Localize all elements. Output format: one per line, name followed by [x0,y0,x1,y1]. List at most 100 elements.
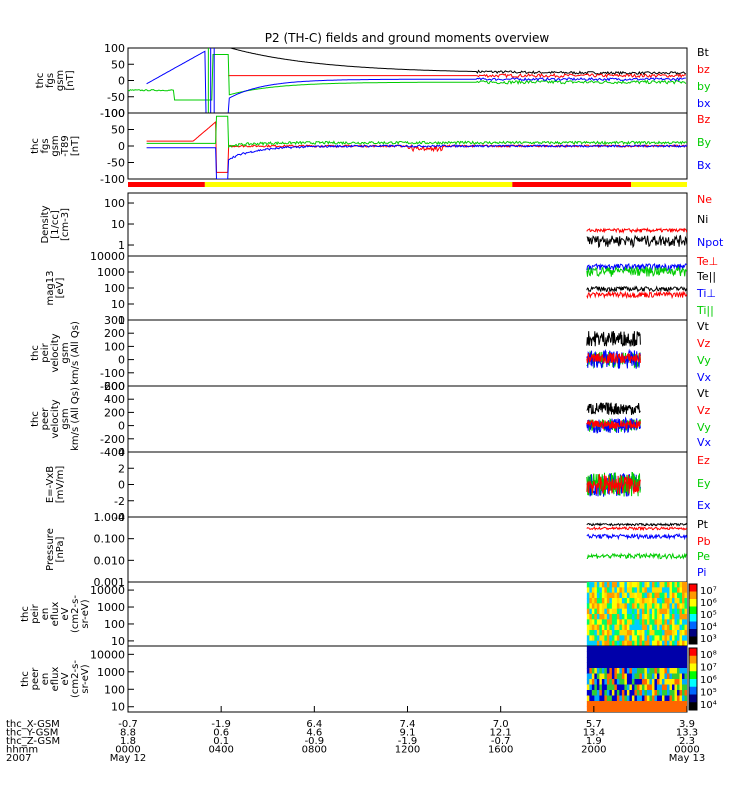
heatmap-cell [664,701,668,707]
colorbar-segment [689,694,697,703]
heatmap-cell [629,701,633,707]
legend-entry: Vx [697,436,712,449]
heatmap-cell [669,646,673,652]
colorbar-segment [689,614,697,622]
traces-density [586,227,687,249]
x-row-label: thc_X-GSM [6,719,60,730]
heatmap-cell [629,619,633,626]
heatmap-cell [656,614,660,620]
heatmap-cell [609,640,613,646]
heatmap-cell [606,673,610,680]
heatmap-cell [681,587,685,594]
heatmap-cell [681,619,685,626]
heatmap-cell [596,582,600,588]
heatmap-cell [589,587,593,594]
heatmap-cell [661,679,665,685]
heatmap-cell [679,603,683,610]
heatmap-cell [649,614,653,620]
heatmap-cell [649,646,653,652]
heatmap-cell [676,662,680,669]
heatmap-cell [589,635,593,642]
heatmap-cell [649,684,653,691]
mode-bar-segment [204,182,513,187]
heatmap-cell [616,619,620,626]
heatmap-cell [606,690,610,696]
heatmap-cell [609,646,613,652]
heatmap-cell [676,695,680,702]
y-tick-label: 0.010 [94,554,126,567]
heatmap-cell [656,619,660,626]
heatmap-cell [634,651,638,658]
heatmap-cell [596,646,600,652]
series-bt [228,48,687,76]
y-axis-label: peir [30,603,41,623]
heatmap-cell [649,603,653,610]
heatmap-cell [629,582,633,588]
plot-title: P2 (TH-C) fields and ground moments over… [265,31,550,45]
heatmap-cell [599,619,603,626]
heatmap-cell [659,624,663,631]
y-tick-label: 0 [118,354,125,367]
heatmap-cell [661,614,665,620]
heatmap-cell [676,684,680,691]
y-axis-label: gsm [60,342,71,363]
heatmap-cell [626,630,630,636]
heatmap-cell [641,690,645,696]
y-axis-label: [cm-3] [60,208,71,241]
heatmap-cell [616,657,620,663]
heatmap-cell [591,695,595,702]
heatmap-cell [621,587,625,594]
heatmap-cell [629,668,633,674]
heatmap-cell [679,695,683,702]
heatmap-cell [601,624,605,631]
heatmap-cell [631,701,635,707]
y-tick-label: -100 [100,107,125,120]
x-tick-label: 1.8 [120,736,136,747]
y-tick-label: 10000 [90,250,125,263]
heatmap-cell [669,668,673,674]
heatmap-cell [629,657,633,663]
heatmap-cell [651,582,655,588]
heatmap-cell [656,657,660,663]
y-tick-label: 10000 [90,584,125,597]
heatmap-cell [606,695,610,702]
heatmap-cell [661,582,665,588]
heatmap-cell [636,657,640,663]
y-tick-label: 100 [104,282,125,295]
heatmap-cell [659,662,663,669]
heatmap-cell [649,668,653,674]
heatmap-cell [664,608,668,615]
heatmap-cell [671,673,675,680]
heatmap-cell [596,662,600,669]
heatmap-cell [611,640,615,646]
heatmap-cell [596,673,600,680]
heatmap-cell [601,603,605,610]
heatmap-cell [676,619,680,626]
colorbar-segment [689,679,697,688]
y-axis-label: [eV] [55,278,66,299]
heatmap-cell [636,614,640,620]
heatmap-cell [654,701,658,707]
heatmap-cell [641,701,645,707]
heatmap-cell [624,695,628,702]
legend-entry: Vy [697,354,711,367]
heatmap-cell [676,592,680,599]
heatmap-cell [591,646,595,652]
heatmap-cell [629,706,633,712]
colorbar-segment [689,686,697,695]
heatmap-cell [659,673,663,680]
heatmap-cell [599,624,603,631]
heatmap-cell [669,624,673,631]
heatmap-cell [624,592,628,599]
heatmap-cell [619,706,623,712]
legend-entry: bx [697,97,711,110]
heatmap-cell [656,630,660,636]
heatmap-cell [601,701,605,707]
heatmap-cell [631,662,635,669]
heatmap-cell [621,673,625,680]
heatmap-cell [624,657,628,663]
y-tick-label: 100 [104,340,125,353]
colorbar-segment [689,663,697,672]
panel-frame [127,516,688,583]
heatmap-cell [679,614,683,620]
